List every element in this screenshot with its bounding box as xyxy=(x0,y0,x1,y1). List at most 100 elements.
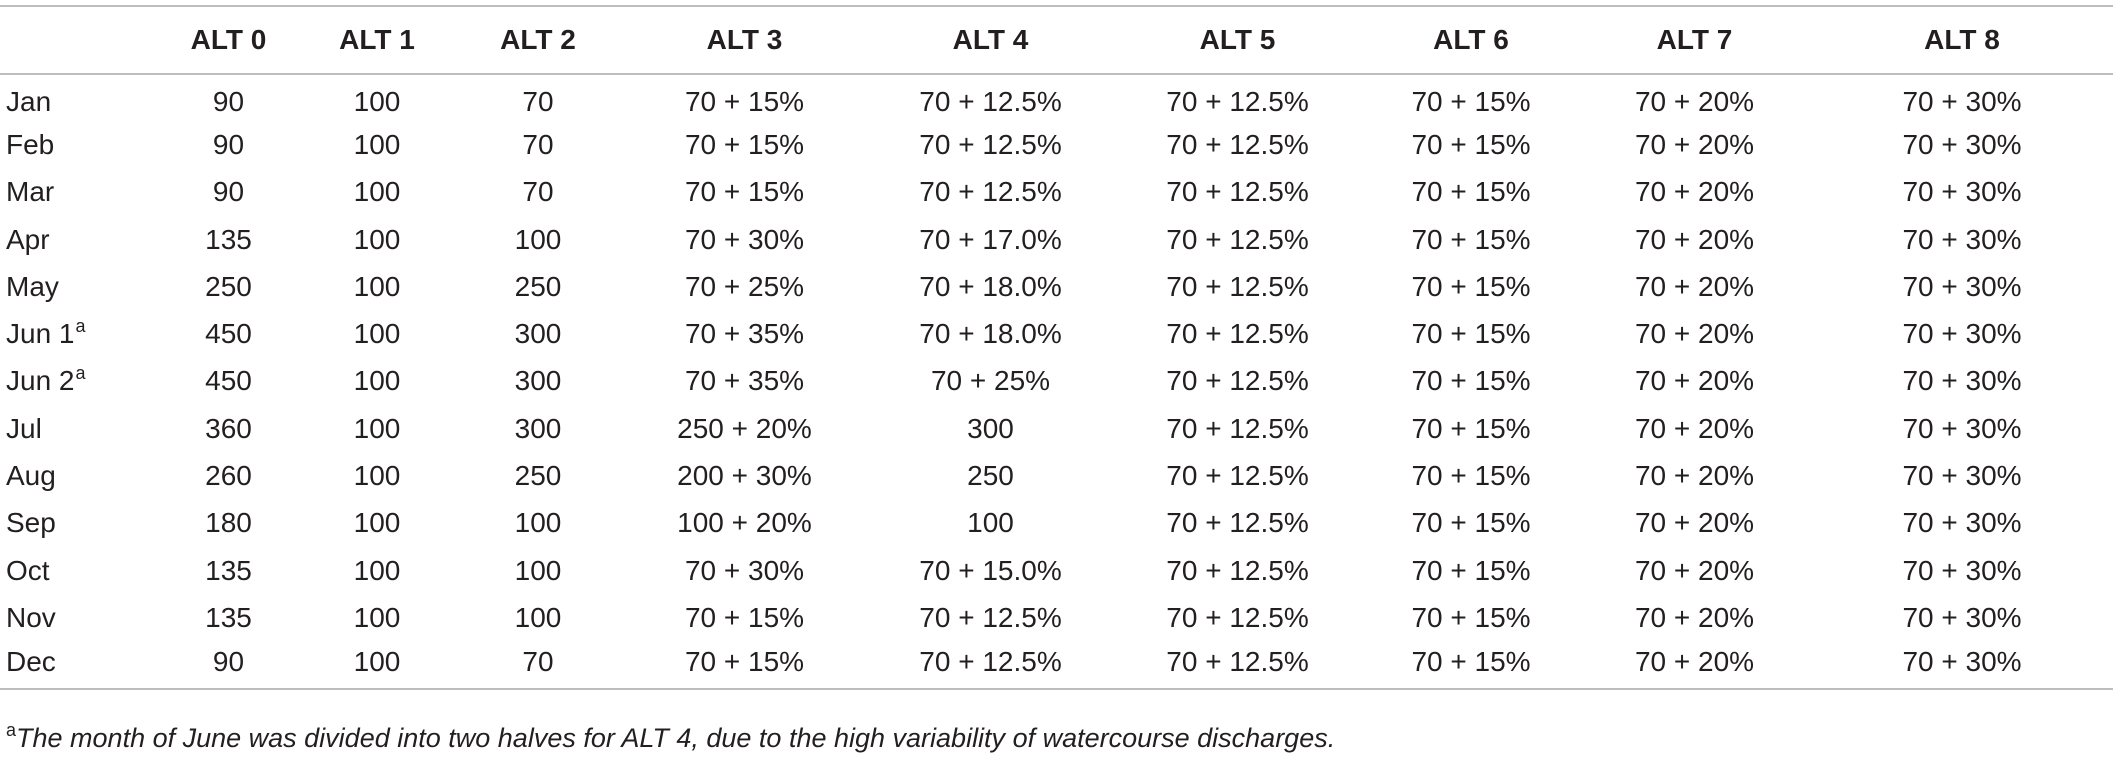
month-label: Jun 2 xyxy=(6,365,75,397)
value-cell-alt-2: 70 xyxy=(522,86,554,118)
table-row: Nov 135 100 100 70 + 15% 70 + 12.5% 70 + 12.5%… xyxy=(0,594,2113,641)
value-cell-alt-6: 70 + 15% xyxy=(1411,460,1531,492)
value-cell-alt-5: 70 + 12.5% xyxy=(1166,270,1309,302)
value-cell-alt-6: 70 + 15% xyxy=(1411,223,1531,255)
month-cell: Jun 2a xyxy=(0,358,160,405)
value-cell-alt-2: 300 xyxy=(514,365,562,397)
month-cell: Oct xyxy=(0,547,160,594)
value-cell-alt-8: 70 + 30% xyxy=(1902,365,2022,397)
table-row: May 250 100 250 70 + 25% 70 + 18.0% 70 + 12.5%… xyxy=(0,263,2113,310)
value-cell-alt-5: 70 + 12.5% xyxy=(1166,128,1309,160)
month-label: Aug xyxy=(6,460,56,492)
value-cell-alt-7: 70 + 20% xyxy=(1634,365,1755,397)
value-cell-alt-4: 70 + 25% xyxy=(930,365,1051,397)
value-cell-alt-6: 70 + 15% xyxy=(1411,128,1531,160)
month-cell: May xyxy=(0,263,160,310)
footnote-superscript: a xyxy=(75,316,86,337)
value-cell-alt-3: 70 + 25% xyxy=(684,270,805,302)
table-row: Apr 135 100 100 70 + 30% 70 + 17.0% 70 + 12.5%… xyxy=(0,216,2113,263)
month-label: Nov xyxy=(6,601,56,633)
value-cell-alt-6: 70 + 15% xyxy=(1411,507,1531,539)
table-header-row: ALT 0 ALT 1 ALT 2 ALT 3 ALT 4 ALT 5 ALT … xyxy=(0,5,2113,75)
value-cell-alt-0: 135 xyxy=(205,554,252,586)
value-cell-alt-6: 70 + 15% xyxy=(1364,641,1578,690)
value-cell-alt-0: 180 xyxy=(205,507,252,539)
value-cell-alt-8: 70 + 30% xyxy=(1902,176,2022,208)
value-cell-alt-3: 70 + 15% xyxy=(684,176,805,208)
month-cell: Dec xyxy=(0,641,160,690)
value-cell-alt-3: 70 + 30% xyxy=(684,223,805,255)
footnote-superscript: a xyxy=(75,363,86,384)
value-cell-alt-4: 70 + 15.0% xyxy=(919,554,1062,586)
month-cell: Mar xyxy=(0,169,160,216)
value-cell-alt-7: 70 + 20% xyxy=(1634,412,1755,444)
value-cell-alt-0: 450 xyxy=(205,318,252,350)
header-cell-alt-3: ALT 3 xyxy=(619,5,870,75)
value-cell-alt-6: 70 + 15% xyxy=(1411,412,1531,444)
value-cell-alt-2: 250 xyxy=(514,270,562,302)
value-cell-alt-4: 300 xyxy=(967,412,1014,444)
value-cell-alt-8: 70 + 30% xyxy=(1902,554,2022,586)
month-label: Jun 1 xyxy=(6,318,75,350)
value-cell-alt-6: 70 + 15% xyxy=(1411,365,1531,397)
value-cell-alt-3: 250 + 20% xyxy=(677,412,812,444)
value-cell-alt-4: 70 + 17.0% xyxy=(919,223,1062,255)
value-cell-alt-8: 70 + 30% xyxy=(1902,318,2022,350)
value-cell-alt-5: 70 + 12.5% xyxy=(1166,601,1309,633)
value-cell-alt-5: 70 + 12.5% xyxy=(1166,86,1309,118)
header-cell-alt-0: ALT 0 xyxy=(160,5,297,75)
value-cell-alt-0: 450 xyxy=(205,365,252,397)
table-footnote: aThe month of June was divided into two … xyxy=(6,720,1335,754)
table-row: Oct 135 100 100 70 + 30% 70 + 15.0% 70 + 12.5%… xyxy=(0,547,2113,594)
value-cell-alt-5: 70 + 12.5% xyxy=(1166,554,1309,586)
value-cell-alt-8: 70 + 30% xyxy=(1902,128,2022,160)
value-cell-alt-7: 70 + 20% xyxy=(1634,554,1755,586)
value-cell-alt-6: 70 + 15% xyxy=(1411,86,1531,118)
footnote-marker: a xyxy=(6,720,17,740)
value-cell-alt-6: 70 + 15% xyxy=(1411,176,1531,208)
value-cell-alt-4: 70 + 12.5% xyxy=(870,641,1111,690)
value-cell-alt-4: 70 + 12.5% xyxy=(919,176,1062,208)
month-cell: Sep xyxy=(0,500,160,547)
value-cell-alt-8: 70 + 30% xyxy=(1902,460,2022,492)
month-label: Oct xyxy=(6,554,50,586)
value-cell-alt-3: 70 + 35% xyxy=(684,318,805,350)
value-cell-alt-1: 100 xyxy=(297,641,457,690)
value-cell-alt-1: 100 xyxy=(353,601,401,633)
table-body: Jan 90 100 70 70 + 15% 70 + 12.5% 70 + 12.5% 70… xyxy=(0,74,2113,690)
value-cell-alt-3: 100 + 20% xyxy=(677,507,812,539)
table-row: Dec 90 100 70 70 + 15% 70 + 12.5% 70 + 12.5% 70… xyxy=(0,641,2113,690)
value-cell-alt-1: 100 xyxy=(353,412,401,444)
month-cell: Apr xyxy=(0,216,160,263)
table-row: Jan 90 100 70 70 + 15% 70 + 12.5% 70 + 12.5% 70… xyxy=(0,74,2113,121)
value-cell-alt-5: 70 + 12.5% xyxy=(1166,176,1309,208)
header-cell-alt-7: ALT 7 xyxy=(1578,5,1811,75)
value-cell-alt-6: 70 + 15% xyxy=(1411,318,1531,350)
value-cell-alt-7: 70 + 20% xyxy=(1634,223,1755,255)
table-row: Jul 360 100 300 250 + 20% 300 70 + 12.5% 70 + 1… xyxy=(0,405,2113,452)
month-cell: Feb xyxy=(0,121,160,168)
value-cell-alt-2: 100 xyxy=(514,601,562,633)
value-cell-alt-0: 90 xyxy=(160,641,297,690)
value-cell-alt-8: 70 + 30% xyxy=(1811,641,2113,690)
value-cell-alt-5: 70 + 12.5% xyxy=(1166,223,1309,255)
header-cell-alt-4: ALT 4 xyxy=(870,5,1111,75)
value-cell-alt-1: 100 xyxy=(353,270,401,302)
value-cell-alt-8: 70 + 30% xyxy=(1902,507,2022,539)
month-label: Dec xyxy=(6,645,56,677)
value-cell-alt-4: 70 + 12.5% xyxy=(919,601,1062,633)
value-cell-alt-6: 70 + 15% xyxy=(1411,270,1531,302)
value-cell-alt-8: 70 + 30% xyxy=(1902,601,2022,633)
value-cell-alt-0: 90 xyxy=(212,86,245,118)
value-cell-alt-3: 70 + 15% xyxy=(684,128,805,160)
value-cell-alt-0: 90 xyxy=(212,128,245,160)
value-cell-alt-4: 100 xyxy=(967,507,1014,539)
month-label: Mar xyxy=(6,176,55,208)
value-cell-alt-6: 70 + 15% xyxy=(1411,554,1531,586)
header-cell-alt-6: ALT 6 xyxy=(1364,5,1578,75)
value-cell-alt-0: 360 xyxy=(205,412,252,444)
value-cell-alt-1: 100 xyxy=(353,176,401,208)
value-cell-alt-4: 70 + 12.5% xyxy=(919,86,1062,118)
value-cell-alt-8: 70 + 30% xyxy=(1902,412,2022,444)
value-cell-alt-3: 70 + 15% xyxy=(619,641,870,690)
